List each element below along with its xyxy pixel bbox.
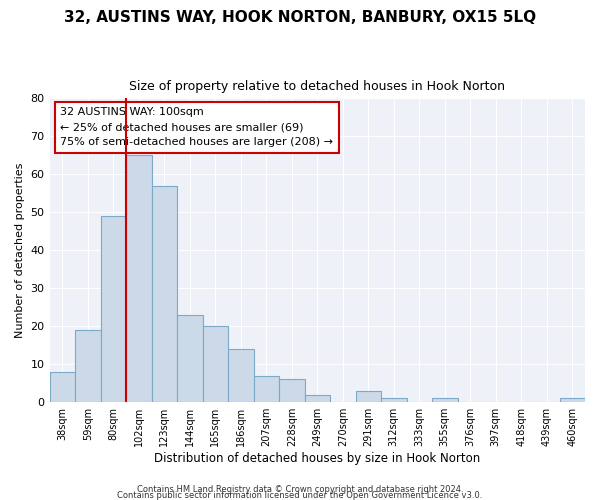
Bar bbox=[50, 372, 75, 402]
Bar bbox=[101, 216, 126, 402]
Title: Size of property relative to detached houses in Hook Norton: Size of property relative to detached ho… bbox=[129, 80, 505, 93]
Bar bbox=[126, 156, 152, 402]
Bar bbox=[203, 326, 228, 402]
X-axis label: Distribution of detached houses by size in Hook Norton: Distribution of detached houses by size … bbox=[154, 452, 481, 465]
Text: 32 AUSTINS WAY: 100sqm
← 25% of detached houses are smaller (69)
75% of semi-det: 32 AUSTINS WAY: 100sqm ← 25% of detached… bbox=[60, 108, 333, 147]
Text: Contains public sector information licensed under the Open Government Licence v3: Contains public sector information licen… bbox=[118, 490, 482, 500]
Y-axis label: Number of detached properties: Number of detached properties bbox=[15, 162, 25, 338]
Text: 32, AUSTINS WAY, HOOK NORTON, BANBURY, OX15 5LQ: 32, AUSTINS WAY, HOOK NORTON, BANBURY, O… bbox=[64, 10, 536, 25]
Bar bbox=[279, 380, 305, 402]
Bar bbox=[560, 398, 585, 402]
Bar bbox=[381, 398, 407, 402]
Bar bbox=[305, 394, 330, 402]
Text: Contains HM Land Registry data © Crown copyright and database right 2024.: Contains HM Land Registry data © Crown c… bbox=[137, 484, 463, 494]
Bar bbox=[177, 315, 203, 402]
Bar bbox=[228, 349, 254, 402]
Bar bbox=[75, 330, 101, 402]
Bar bbox=[152, 186, 177, 402]
Bar bbox=[254, 376, 279, 402]
Bar bbox=[356, 391, 381, 402]
Bar bbox=[432, 398, 458, 402]
